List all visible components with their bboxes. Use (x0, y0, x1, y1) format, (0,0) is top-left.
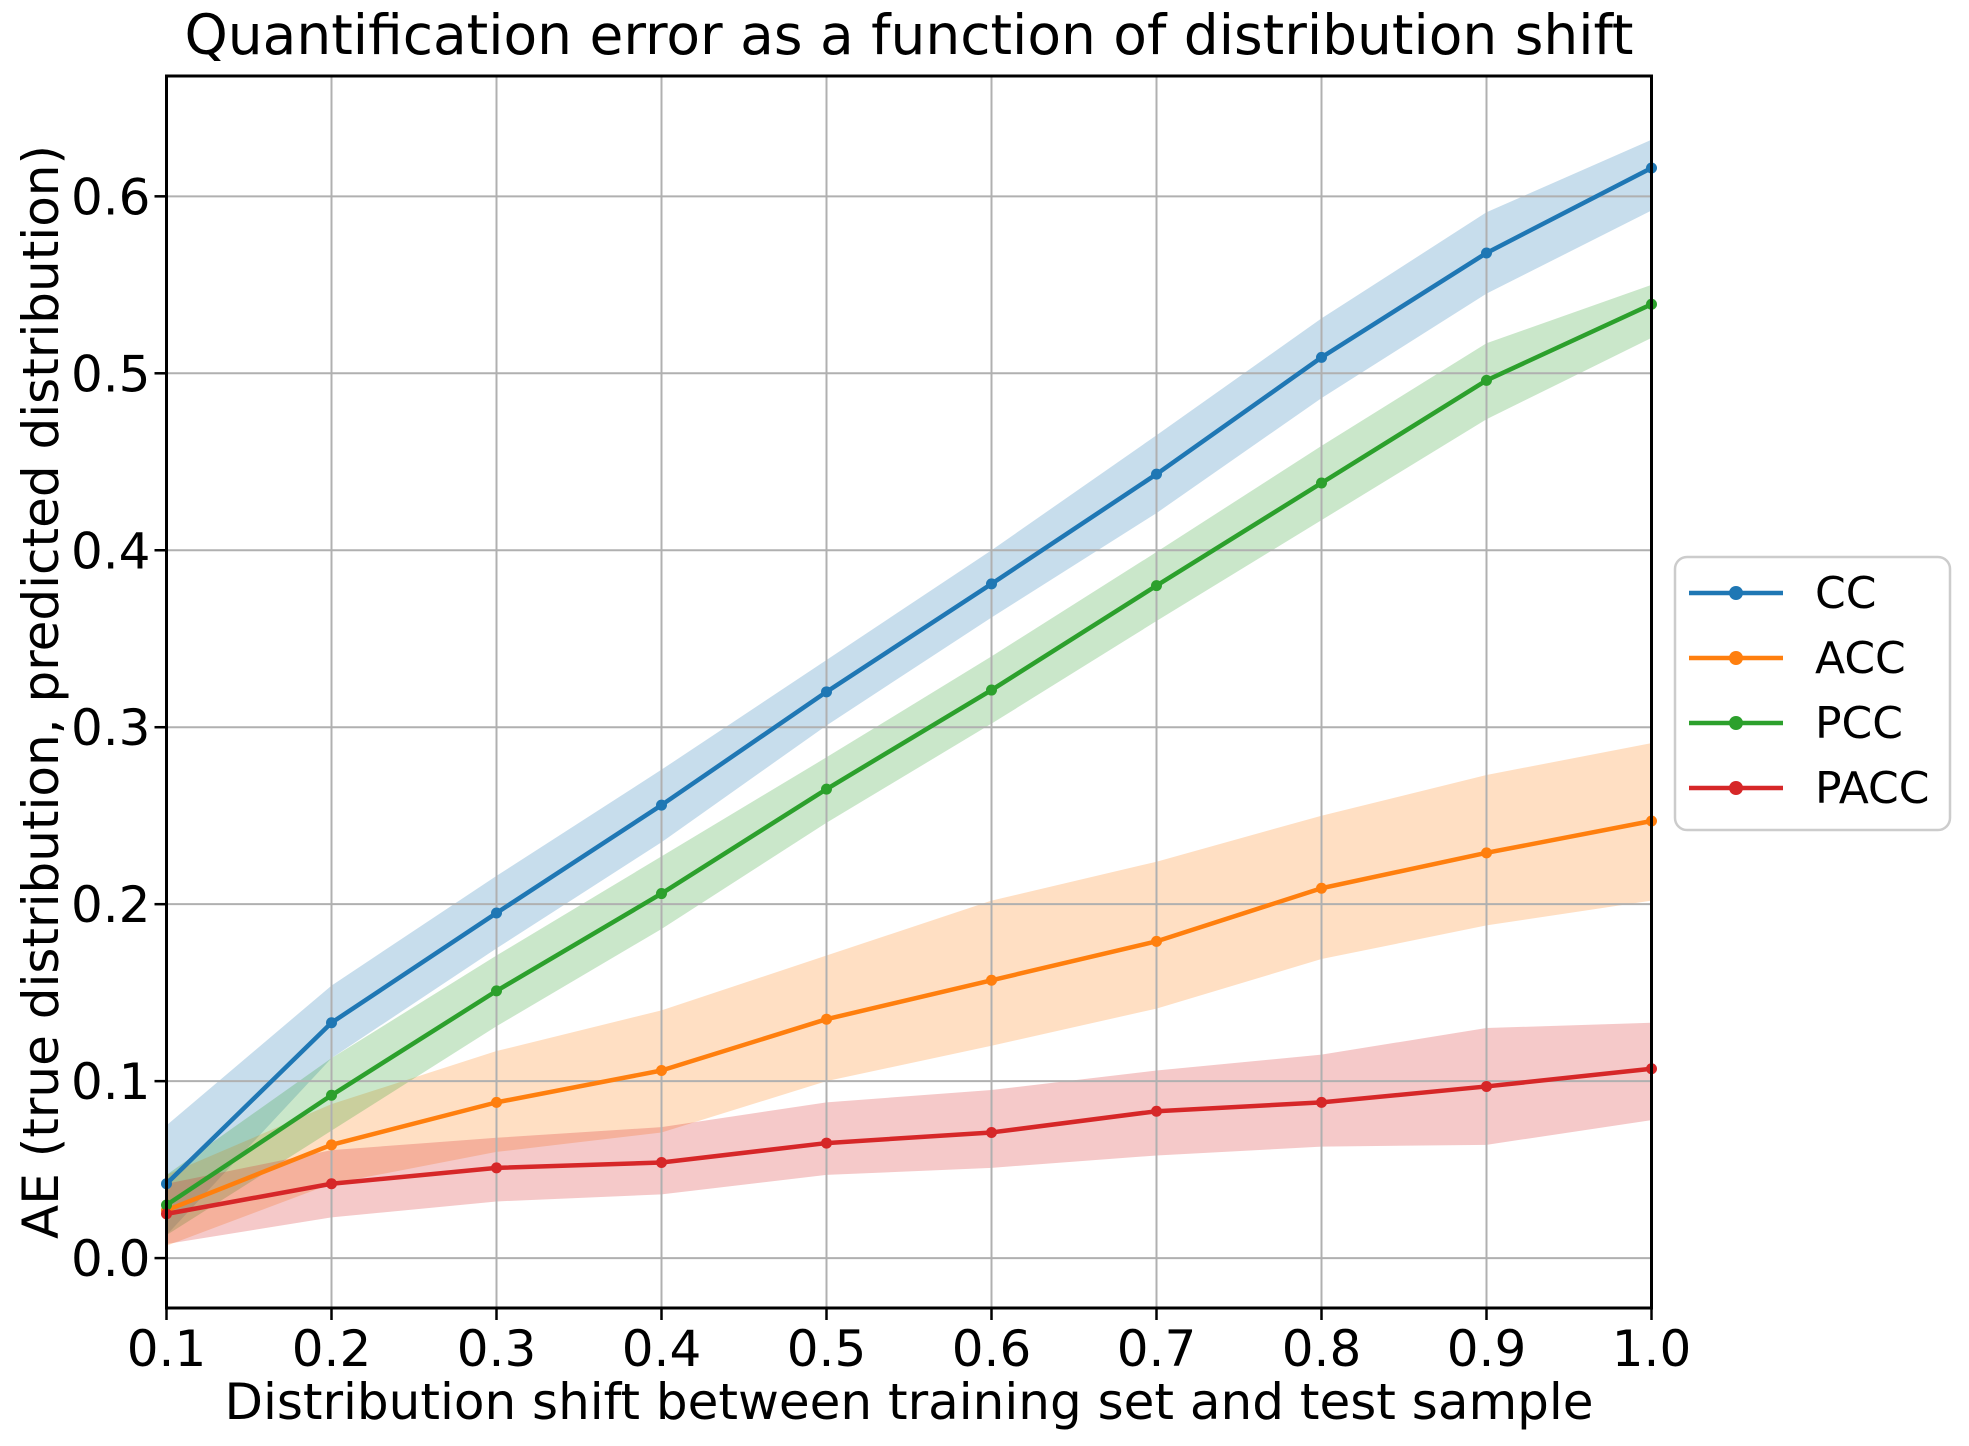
x-tick-label: 0.1 (127, 1320, 207, 1378)
data-point-marker (1151, 1105, 1162, 1117)
legend-entry-PACC: PACC (1689, 763, 1930, 814)
data-point-marker (656, 888, 667, 900)
data-point-marker (326, 1089, 337, 1101)
legend: CC ACC PCC PACC (1673, 555, 1952, 832)
data-point-marker (1481, 374, 1492, 386)
y-tick-label: 0.5 (71, 345, 151, 403)
data-point-marker (1481, 1080, 1492, 1092)
data-point-marker (1316, 1096, 1327, 1108)
series-line-ACC (164, 818, 1654, 1213)
legend-label: PCC (1815, 698, 1903, 749)
series-line-PACC (164, 1066, 1654, 1217)
x-tick-label: 0.7 (1117, 1320, 1197, 1378)
series-markers-ACC (161, 815, 1657, 1216)
y-tick-label: 0.1 (71, 1053, 151, 1111)
y-tick-label: 0.6 (71, 168, 151, 226)
confidence-band-PCC (166, 284, 1652, 1236)
confidence-band-ACC (166, 743, 1652, 1246)
y-tick-label: 0.0 (71, 1230, 151, 1288)
y-tick-label: 0.2 (71, 876, 151, 934)
x-tick-label: 0.4 (622, 1320, 702, 1378)
data-point-marker (986, 1126, 997, 1138)
data-point-marker (986, 578, 997, 590)
series-line-PCC (164, 302, 1654, 1208)
legend-entry-PCC: PCC (1689, 698, 1903, 749)
data-point-marker (821, 1137, 832, 1149)
data-point-marker (1151, 468, 1162, 480)
legend-marker (1729, 651, 1743, 665)
series-markers-PCC (161, 298, 1657, 1211)
data-point-marker (491, 985, 502, 997)
y-axis-label: AE (true distribution, predicted distrib… (12, 145, 70, 1239)
data-point-marker (1151, 935, 1162, 947)
data-point-marker (491, 907, 502, 919)
data-point-marker (821, 783, 832, 795)
legend-marker (1729, 781, 1743, 795)
data-point-marker (1151, 580, 1162, 592)
data-point-marker (326, 1139, 337, 1151)
legend-box (1673, 555, 1952, 832)
x-axis-label: Distribution shift between training set … (224, 1373, 1593, 1431)
series-markers-CC (161, 162, 1657, 1190)
data-point-marker (656, 1157, 667, 1169)
data-point-marker (821, 1013, 832, 1025)
plot-border (165, 74, 1653, 1310)
data-point-marker (1481, 247, 1492, 259)
x-tick-label: 0.3 (457, 1320, 537, 1378)
confidence-band-PACC (166, 1022, 1652, 1244)
x-tick-label: 0.9 (1447, 1320, 1527, 1378)
series-line-CC (164, 165, 1654, 1187)
y-tick-label: 0.4 (71, 522, 151, 580)
legend-label: ACC (1815, 633, 1906, 684)
x-tick-label: 0.6 (952, 1320, 1032, 1378)
legend-marker (1729, 586, 1743, 600)
chart-title: Quantification error as a function of di… (185, 3, 1634, 67)
data-point-marker (1316, 351, 1327, 363)
x-tick-label: 0.2 (292, 1320, 372, 1378)
confidence-band-CC (166, 139, 1652, 1236)
data-point-marker (821, 686, 832, 698)
x-tick-label: 0.8 (1282, 1320, 1362, 1378)
data-point-marker (1316, 477, 1327, 489)
data-point-marker (656, 799, 667, 811)
data-point-marker (1481, 847, 1492, 859)
y-tick-label: 0.3 (71, 699, 151, 757)
data-point-marker (986, 684, 997, 696)
data-point-marker (326, 1178, 337, 1190)
legend-entry-CC: CC (1689, 568, 1876, 619)
axes-layer: 0.1 0.2 0.3 0.4 0.5 0.6 0.7 0.8 0.9 1.0 0.0 0.1 0.2 0… (71, 74, 1692, 1378)
legend-label: PACC (1815, 763, 1930, 814)
data-point-marker (1316, 882, 1327, 894)
legend-label: CC (1815, 568, 1876, 619)
data-point-marker (491, 1096, 502, 1108)
data-point-marker (986, 974, 997, 986)
x-tick-label: 1.0 (1612, 1320, 1692, 1378)
x-tick-label: 0.5 (787, 1320, 867, 1378)
legend-entry-ACC: ACC (1689, 633, 1906, 684)
legend-marker (1729, 716, 1743, 730)
data-point-marker (326, 1017, 337, 1029)
data-point-marker (491, 1162, 502, 1174)
confidence-bands-layer (166, 139, 1652, 1246)
data-point-marker (656, 1065, 667, 1077)
